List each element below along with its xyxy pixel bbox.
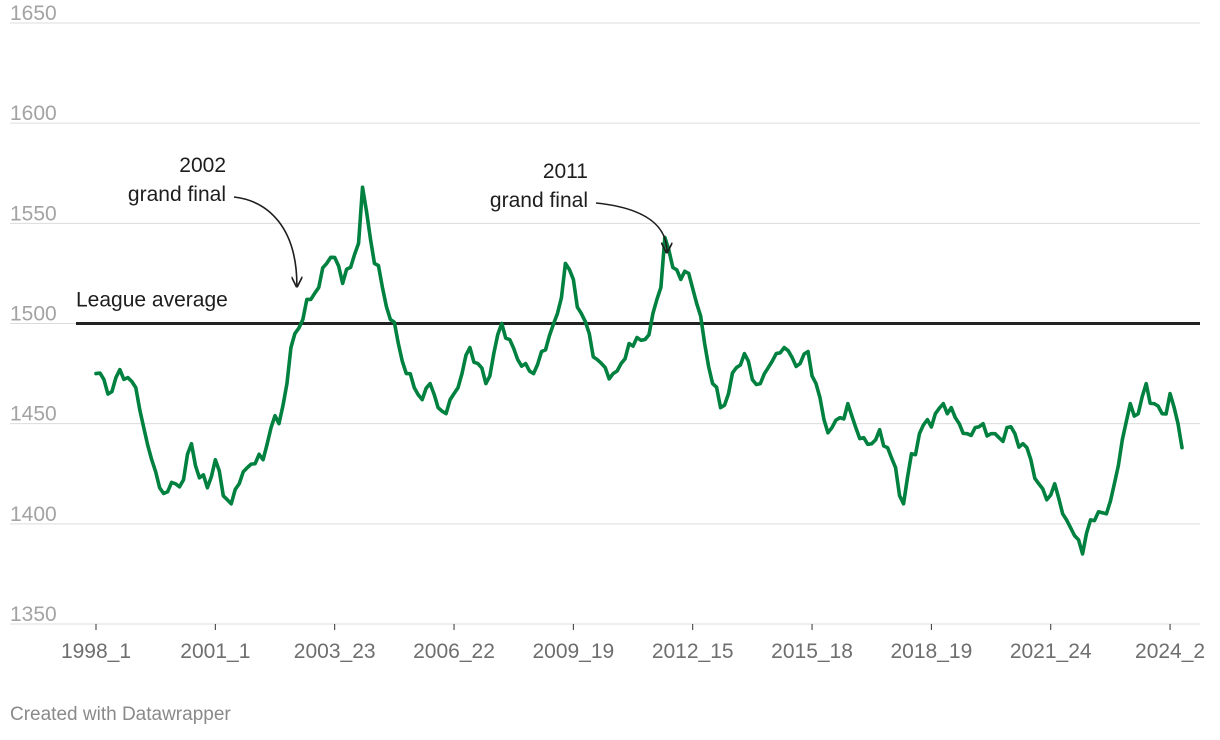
x-tick-label: 2015_18	[771, 640, 853, 663]
x-tick-label: 2021_24	[1010, 640, 1092, 663]
x-tick-label: 2003_23	[294, 640, 376, 663]
y-tick-label-1500: 1500	[10, 303, 57, 326]
x-tick-label: 2024_2	[1135, 640, 1205, 663]
y-tick-label-1550: 1550	[10, 202, 57, 225]
x-tick-label: 2012_15	[652, 640, 734, 663]
reference-line-group: League average	[76, 289, 1200, 325]
annotation-arrow	[233, 196, 297, 285]
x-tick-label: 2006_22	[413, 640, 495, 663]
x-tick-label: 2001_1	[180, 640, 250, 663]
annotations-group: 2002 grand final 2011 grand final	[128, 154, 667, 285]
annotation-label: grand final	[490, 189, 588, 212]
y-tick-label-1600: 1600	[10, 102, 57, 125]
line-chart: 1350 1400 1450 1500 1550 1600 1650 1998_1 2001_…	[10, 2, 1205, 663]
x-tick-label: 2018_19	[891, 640, 973, 663]
series-line-rating	[94, 185, 1184, 556]
annotation-label: grand final	[128, 183, 226, 206]
annotation-label: 2011	[543, 160, 588, 183]
x-tick-label: 1998_1	[61, 640, 131, 663]
reference-line-label: League average	[76, 289, 228, 312]
credit-text: Created with Datawrapper	[10, 704, 231, 725]
series-group	[94, 185, 1184, 556]
x-axis-tick-labels: 1998_1 2001_1 2003_23 2006_22 2009_19 2012_15…	[61, 624, 1205, 663]
y-tick-label-1400: 1400	[10, 503, 57, 526]
y-tick-label-1450: 1450	[10, 403, 57, 426]
annotation-arrow	[595, 202, 667, 251]
y-axis-tick-labels: 1350 1400 1450 1500 1550 1600 1650	[10, 2, 57, 626]
y-tick-label-1650: 1650	[10, 2, 57, 25]
x-tick-label: 2009_19	[532, 640, 614, 663]
y-tick-label-1350: 1350	[10, 603, 57, 626]
annotation-label: 2002	[179, 154, 226, 177]
